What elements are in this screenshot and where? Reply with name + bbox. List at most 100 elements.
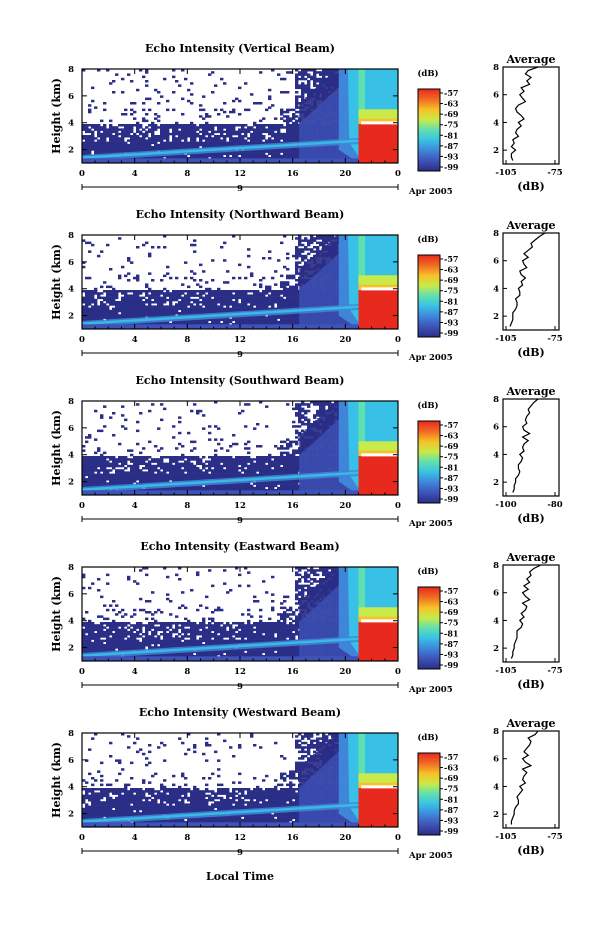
heatmap bbox=[82, 235, 398, 330]
profile-x-tick-label: -105 bbox=[495, 666, 516, 676]
profile-x-tick-label: -75 bbox=[547, 832, 562, 842]
colorbar-label: -99 bbox=[444, 494, 459, 504]
profile-x-label: (dB) bbox=[517, 180, 544, 193]
colorbar-label: -99 bbox=[444, 162, 459, 172]
colorbar-label: -57 bbox=[444, 254, 458, 264]
date-label: Apr 2005 bbox=[408, 519, 453, 529]
y-tick-label: 8 bbox=[68, 231, 74, 241]
profile-x-tick-label: -75 bbox=[547, 168, 562, 178]
x-tick-label: 0 bbox=[395, 335, 401, 345]
profile-x-tick-label: -105 bbox=[495, 334, 516, 344]
colorbar-label: -93 bbox=[444, 649, 459, 659]
x-tick-label: 8 bbox=[184, 169, 190, 179]
y-axis-label: Height (km) bbox=[50, 78, 63, 154]
x-tick-label: 4 bbox=[132, 501, 138, 511]
profile-title: Average bbox=[505, 717, 555, 730]
x-tick-label: 4 bbox=[132, 169, 138, 179]
profile-y-tick-label: 8 bbox=[493, 63, 499, 73]
colorbar bbox=[418, 255, 440, 337]
x-tick-label: 16 bbox=[287, 667, 299, 677]
colorbar-label: -75 bbox=[444, 120, 458, 130]
y-tick-label: 2 bbox=[68, 644, 74, 654]
profile-y-tick-label: 8 bbox=[493, 727, 499, 737]
profile-x-label: (dB) bbox=[517, 844, 544, 857]
panel-5: Echo Intensity (Westward Beam)2468Height… bbox=[50, 706, 563, 861]
profile-y-tick-label: 4 bbox=[493, 782, 499, 792]
profile-frame bbox=[503, 565, 559, 662]
x-tick-label: 0 bbox=[395, 169, 401, 179]
colorbar-label: -69 bbox=[444, 109, 459, 119]
y-tick-label: 4 bbox=[68, 451, 74, 461]
panel-4: Echo Intensity (Eastward Beam)2468Height… bbox=[50, 540, 563, 695]
profile-y-tick-label: 8 bbox=[493, 395, 499, 405]
date-day: 9 bbox=[237, 682, 243, 692]
x-tick-label: 8 bbox=[184, 335, 190, 345]
colorbar-label: -57 bbox=[444, 88, 458, 98]
colorbar-label: -87 bbox=[444, 639, 458, 649]
colorbar-units: (dB) bbox=[417, 566, 438, 577]
colorbar-label: -63 bbox=[444, 431, 459, 441]
y-tick-label: 8 bbox=[68, 397, 74, 407]
profile-y-tick-label: 4 bbox=[493, 284, 499, 294]
colorbar-label: -87 bbox=[444, 141, 458, 151]
profile-frame bbox=[503, 67, 559, 164]
y-tick-label: 2 bbox=[68, 312, 74, 322]
colorbar-label: -57 bbox=[444, 586, 458, 596]
heatmap bbox=[82, 567, 398, 662]
colorbar-label: -69 bbox=[444, 275, 459, 285]
x-tick-label: 0 bbox=[395, 501, 401, 511]
profile-y-tick-label: 2 bbox=[493, 810, 499, 820]
date-day: 9 bbox=[237, 516, 243, 526]
date-day: 9 bbox=[237, 184, 243, 194]
x-tick-label: 4 bbox=[132, 833, 138, 843]
profile-x-tick-label: -75 bbox=[547, 666, 562, 676]
x-tick-label: 20 bbox=[339, 667, 351, 677]
profile-y-tick-label: 8 bbox=[493, 229, 499, 239]
profile-y-tick-label: 2 bbox=[493, 644, 499, 654]
y-tick-label: 6 bbox=[68, 590, 74, 600]
colorbar-units: (dB) bbox=[417, 400, 438, 411]
y-tick-label: 6 bbox=[68, 756, 74, 766]
panel-3: Echo Intensity (Southward Beam)2468Heigh… bbox=[50, 374, 563, 529]
colorbar bbox=[418, 753, 440, 835]
y-axis-label: Height (km) bbox=[50, 244, 63, 320]
colorbar-label: -99 bbox=[444, 826, 459, 836]
profile-y-tick-label: 4 bbox=[493, 616, 499, 626]
colorbar bbox=[418, 421, 440, 503]
y-tick-label: 2 bbox=[68, 146, 74, 156]
x-tick-label: 8 bbox=[184, 501, 190, 511]
y-tick-label: 6 bbox=[68, 258, 74, 268]
y-tick-label: 4 bbox=[68, 617, 74, 627]
colorbar-label: -81 bbox=[444, 296, 458, 306]
y-tick-label: 4 bbox=[68, 285, 74, 295]
profile-y-tick-label: 2 bbox=[493, 146, 499, 156]
y-tick-label: 4 bbox=[68, 119, 74, 129]
date-day: 9 bbox=[237, 350, 243, 360]
x-tick-label: 4 bbox=[132, 667, 138, 677]
date-label: Apr 2005 bbox=[408, 353, 453, 363]
colorbar-label: -81 bbox=[444, 794, 458, 804]
colorbar-label: -99 bbox=[444, 660, 459, 670]
x-tick-label: 16 bbox=[287, 501, 299, 511]
profile-frame bbox=[503, 731, 559, 828]
colorbar-label: -75 bbox=[444, 784, 458, 794]
profile-y-tick-label: 6 bbox=[493, 755, 499, 765]
colorbar-label: -75 bbox=[444, 286, 458, 296]
profile-x-tick-label: -100 bbox=[495, 500, 516, 510]
profile-y-tick-label: 4 bbox=[493, 450, 499, 460]
x-tick-label: 0 bbox=[79, 833, 85, 843]
colorbar-label: -87 bbox=[444, 307, 458, 317]
y-tick-label: 8 bbox=[68, 563, 74, 573]
x-tick-label: 12 bbox=[234, 833, 246, 843]
panel-title: Echo Intensity (Southward Beam) bbox=[136, 374, 345, 387]
x-tick-label: 0 bbox=[395, 667, 401, 677]
colorbar-label: -63 bbox=[444, 265, 459, 275]
y-tick-label: 8 bbox=[68, 729, 74, 739]
colorbar-label: -57 bbox=[444, 752, 458, 762]
profile-x-label: (dB) bbox=[517, 512, 544, 525]
colorbar-label: -99 bbox=[444, 328, 459, 338]
colorbar-label: -63 bbox=[444, 597, 459, 607]
x-tick-label: 8 bbox=[184, 667, 190, 677]
profile-x-tick-label: -75 bbox=[547, 334, 562, 344]
